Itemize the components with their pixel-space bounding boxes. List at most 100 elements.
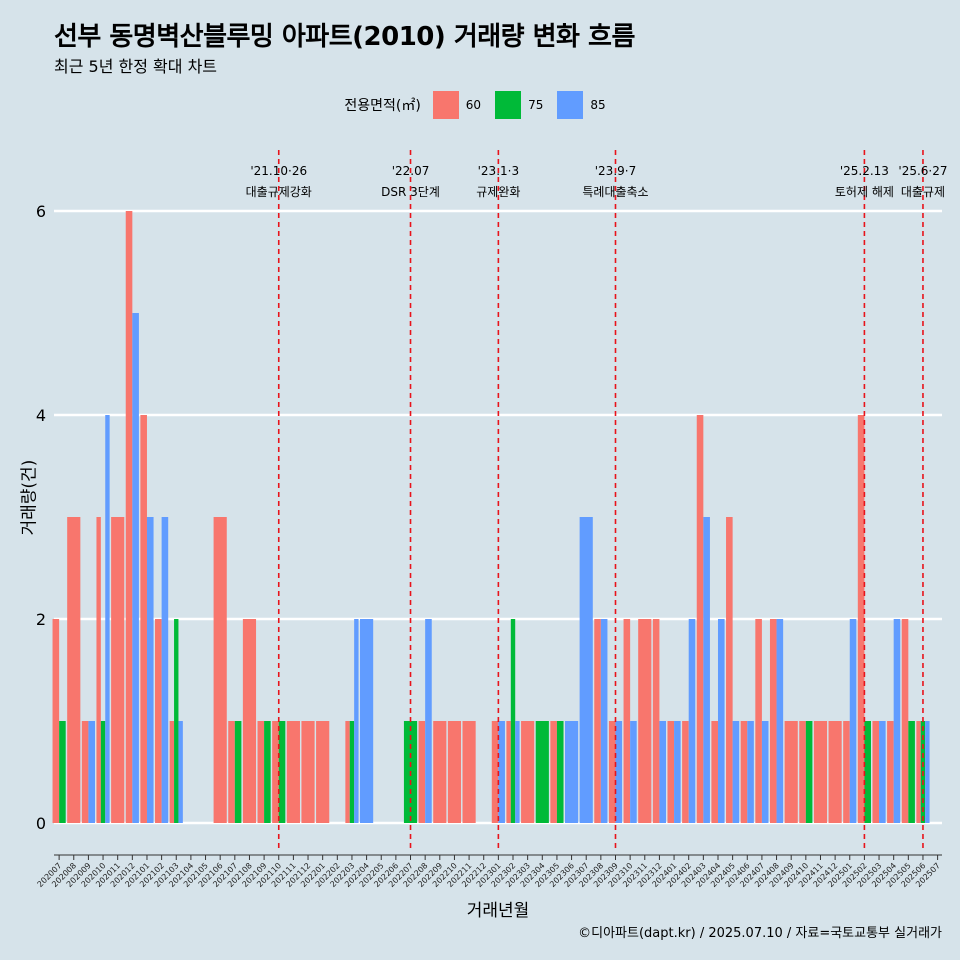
bar-75-202103 — [174, 619, 179, 823]
bar-60-202108 — [242, 619, 257, 823]
bar-60-202110 — [272, 721, 279, 823]
bar-60-202103 — [169, 721, 175, 823]
bar-60-202406 — [740, 721, 748, 823]
bar-60-202007 — [52, 619, 60, 823]
bar-60-202208 — [418, 721, 426, 823]
bar-85-202302 — [515, 721, 520, 823]
bar-75-202410 — [805, 721, 813, 823]
bar-60-202309 — [608, 721, 616, 823]
bar-60-202501 — [843, 721, 850, 823]
legend-swatch-85 — [557, 91, 584, 119]
bar-75-202109 — [264, 721, 271, 823]
legend-label-85: 85 — [590, 98, 606, 112]
bar-75-202110 — [278, 721, 286, 823]
bar-60-202101 — [140, 415, 147, 823]
y-tick-label: 4 — [36, 406, 46, 425]
bar-85-202301 — [498, 721, 505, 823]
bar-60-202106 — [213, 517, 227, 823]
bar-60-202112 — [301, 721, 315, 823]
legend-label-75: 75 — [528, 98, 544, 112]
bar-85-202407 — [761, 721, 769, 823]
bar-60-202107 — [228, 721, 235, 823]
bar-60-202301 — [491, 721, 499, 823]
bar-85-202506 — [925, 721, 930, 823]
bar-60-202409 — [784, 721, 798, 823]
annotation-label-202506: 대출규제 — [901, 185, 945, 199]
bar-60-202203 — [345, 721, 350, 823]
annotation-label-202110: 대출규제강화 — [246, 185, 312, 199]
bar-60-202111 — [286, 721, 300, 823]
bar-60-202404 — [711, 721, 718, 823]
bar-85-202501 — [849, 619, 857, 823]
bar-85-202405 — [732, 721, 740, 823]
bar-75-202007 — [59, 721, 66, 823]
bar-85-202404 — [717, 619, 725, 823]
bar-60-202403 — [696, 415, 704, 823]
bar-60-202503 — [872, 721, 880, 823]
bar-60-202011 — [111, 517, 125, 823]
bar-85-202406 — [747, 721, 754, 823]
legend-swatch-60 — [432, 91, 459, 119]
annotation-date-202110: '21.10·26 — [250, 164, 307, 178]
bar-60-202402 — [682, 721, 689, 823]
bar-60-202102 — [155, 619, 162, 823]
legend-item-75: 75 — [495, 91, 549, 119]
bar-60-202210 — [447, 721, 462, 823]
bar-85-202308 — [600, 619, 608, 823]
bar-60-202310 — [623, 619, 631, 823]
annotation-date-202309: '23.9·7 — [595, 164, 636, 178]
bar-60-202401 — [667, 721, 675, 823]
annotation-label-202301: 규제완화 — [476, 185, 520, 199]
chart-subtitle: 최근 5년 한정 확대 차트 — [54, 57, 218, 76]
bar-60-202211 — [462, 721, 476, 823]
bar-75-202502 — [864, 721, 871, 823]
bar-85-202312 — [659, 721, 667, 823]
bar-85-202402 — [688, 619, 696, 823]
bar-60-202412 — [828, 721, 842, 823]
bar-85-202103 — [178, 721, 183, 823]
bar-60-202410 — [799, 721, 806, 823]
annotation-date-202502: '25.2.13 — [840, 164, 889, 178]
legend-item-85: 85 — [557, 91, 611, 119]
bar-85-202012 — [132, 313, 139, 823]
annotation-label-202309: 특례대출축소 — [582, 185, 648, 199]
bar-75-202505 — [908, 721, 915, 823]
legend-swatch-75 — [495, 91, 522, 119]
bar-60-202308 — [594, 619, 601, 823]
bar-60-202201 — [316, 721, 330, 823]
y-tick-label: 2 — [36, 610, 46, 629]
bar-85-202102 — [161, 517, 169, 823]
bar-75-202302 — [510, 619, 516, 823]
y-tick-label: 6 — [36, 202, 46, 221]
bar-85-202009 — [88, 721, 95, 823]
bar-60-202504 — [887, 721, 894, 823]
source-caption: ©디아파트(dapt.kr) / 2025.07.10 / 자료=국토교통부 실… — [578, 926, 942, 941]
bar-60-202012 — [125, 211, 133, 823]
bar-85-202306 — [564, 721, 579, 823]
bar-60-202109 — [257, 721, 265, 823]
bar-60-202311 — [638, 619, 652, 823]
bar-60-202305 — [550, 721, 557, 823]
bar-60-202008 — [67, 517, 81, 823]
chart-title: 선부 동명벽산블루밍 아파트(2010) 거래량 변화 흐름 — [54, 22, 635, 52]
y-tick-label: 0 — [36, 814, 46, 833]
bar-85-202504 — [893, 619, 901, 823]
bar-60-202407 — [755, 619, 762, 823]
annotation-label-202502: 토허제 해제 — [835, 185, 894, 199]
bar-85-202401 — [674, 721, 681, 823]
annotation-date-202301: '23.1·3 — [478, 164, 519, 178]
bar-85-202204 — [360, 619, 374, 823]
annotation-date-202506: '25.6·27 — [898, 164, 947, 178]
bar-85-202310 — [630, 721, 637, 823]
bar-60-202505 — [901, 619, 909, 823]
bar-75-202203 — [349, 721, 355, 823]
annotation-date-202207: '22.07 — [392, 164, 430, 178]
legend: 전용면적(㎡) 60 75 85 — [0, 91, 960, 119]
bar-60-202303 — [521, 721, 535, 823]
bar-60-202302 — [506, 721, 511, 823]
bar-85-202010 — [105, 415, 110, 823]
legend-label-60: 60 — [465, 98, 482, 112]
y-axis-label: 거래량(건) — [19, 459, 40, 536]
bar-85-202203 — [354, 619, 359, 823]
bar-60-202502 — [857, 415, 865, 823]
